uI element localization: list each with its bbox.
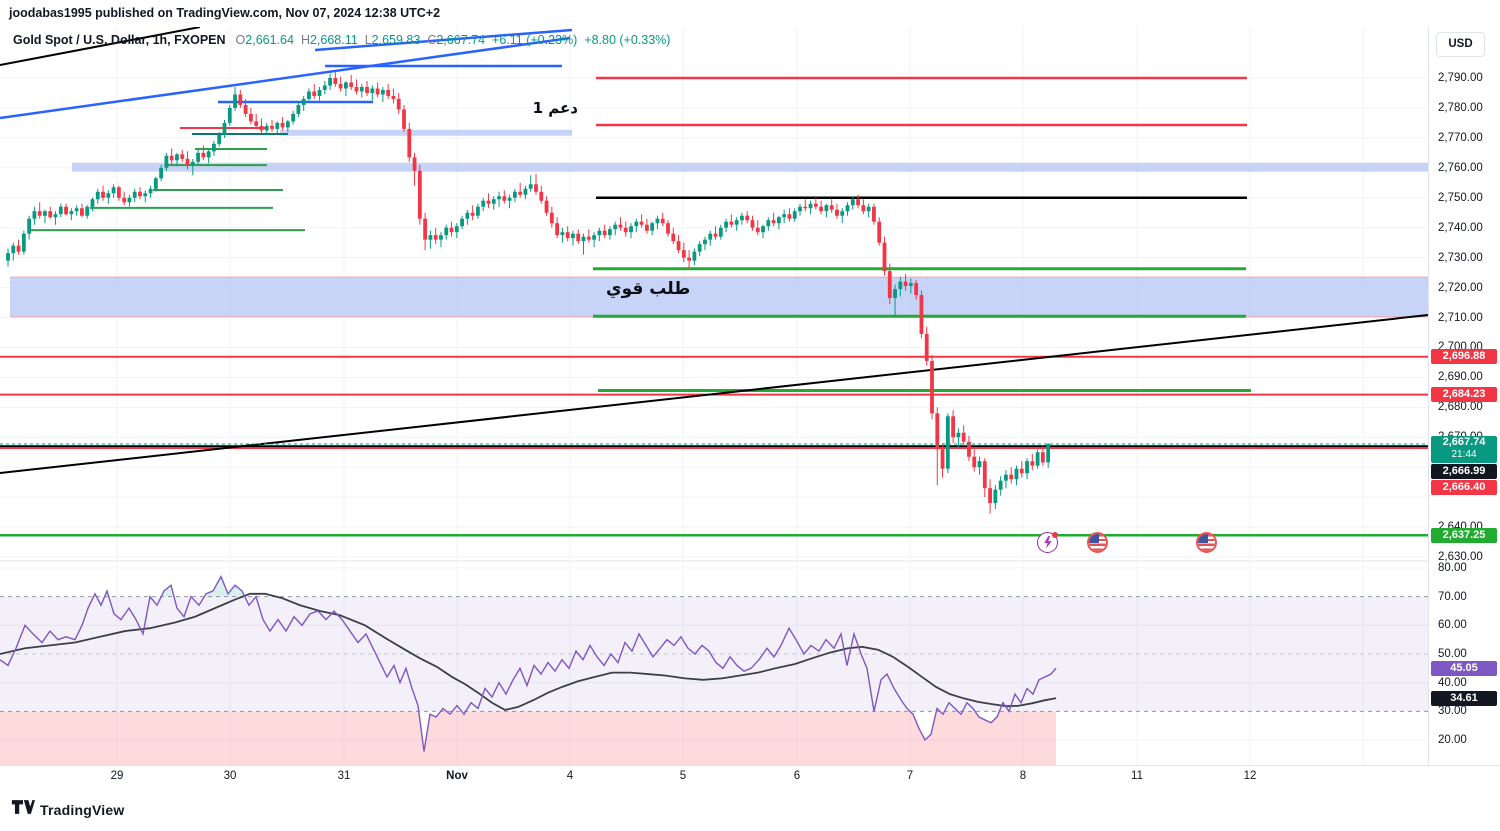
price-tick-label: 2,780.00	[1438, 101, 1483, 114]
price-tick-label: 20.00	[1438, 734, 1467, 746]
price-tick-label: 60.00	[1438, 619, 1467, 632]
price-tick-label: 70.00	[1438, 590, 1467, 603]
price-tick-label: 2,770.00	[1438, 131, 1483, 144]
time-tick-label: 4	[566, 770, 574, 782]
symbol-title[interactable]: Gold Spot / U.S. Dollar, 1h, FXOPEN	[13, 33, 226, 47]
price-tick-label: 2,690.00	[1438, 371, 1483, 384]
symbol-legend: Gold Spot / U.S. Dollar, 1h, FXOPEN O2,66…	[13, 33, 677, 47]
support-annotation[interactable]: دعم 1	[532, 99, 578, 117]
time-axis[interactable]: 29 30 31 Nov 4 5 6 7 8 11 12	[0, 765, 1500, 789]
time-tick-label: 7	[906, 770, 914, 782]
price-tick-label: 2,720.00	[1438, 281, 1483, 294]
candle-series[interactable]	[6, 72, 1051, 514]
time-tick-label: 8	[1019, 770, 1027, 782]
time-tick-label: 30	[223, 770, 237, 782]
ohlc-values: O2,661.64 H2,668.11 L2,659.83 C2,667.74 +6.1…	[235, 33, 671, 47]
time-tick-label: 29	[110, 770, 124, 782]
us-flag-event-icon[interactable]	[1087, 532, 1108, 553]
main-chart-svg[interactable]	[0, 27, 1428, 765]
price-tick-label: 80.00	[1438, 562, 1467, 574]
price-tick-label: 2,630.00	[1438, 551, 1483, 563]
trendline[interactable]	[0, 36, 571, 120]
lightning-event-icon[interactable]	[1037, 532, 1058, 553]
rsi-overbought-fill	[93, 576, 245, 597]
price-axis-badge: 2,637.25	[1431, 527, 1497, 543]
price-band[interactable]	[10, 277, 1428, 317]
rsi-ma-line[interactable]	[0, 592, 1057, 711]
price-tick-label: 40.00	[1438, 676, 1467, 689]
chart-area[interactable]: Gold Spot / U.S. Dollar, 1h, FXOPEN O2,66…	[0, 27, 1428, 765]
price-tick-label: 50.00	[1438, 648, 1467, 660]
trendline[interactable]	[314, 28, 573, 52]
time-tick-label: 31	[337, 770, 351, 782]
time-tick-label: 6	[793, 770, 801, 782]
time-tick-label: 11	[1131, 770, 1143, 782]
price-tick-label: 2,760.00	[1438, 161, 1483, 174]
trendline[interactable]	[0, 27, 201, 66]
price-axis-badge: 2,666.40	[1431, 480, 1497, 495]
publish-header: joodabas1995 published on TradingView.co…	[0, 0, 1500, 27]
price-tick-label: 2,680.00	[1438, 401, 1483, 414]
price-band[interactable]	[280, 129, 572, 136]
time-tick-label: Nov	[446, 770, 468, 782]
tradingview-brand[interactable]: TradingView	[40, 801, 125, 818]
price-tick-label: 2,790.00	[1438, 72, 1483, 84]
demand-annotation[interactable]: طلب قوي	[606, 279, 691, 299]
price-tick-label: 2,750.00	[1438, 191, 1483, 204]
price-tick-label: 2,730.00	[1438, 251, 1483, 264]
price-axis-badge: 2,684.23	[1431, 387, 1497, 403]
price-tick-label: 2,740.00	[1438, 221, 1483, 234]
currency-button[interactable]: USD	[1436, 32, 1485, 57]
price-axis-badge: 2,696.88	[1431, 349, 1497, 365]
published-line: joodabas1995 published on TradingView.co…	[9, 6, 441, 20]
trendline[interactable]	[0, 314, 1428, 474]
price-axis-badge: 34.61	[1431, 690, 1497, 706]
time-tick-label: 5	[679, 770, 687, 782]
price-axis[interactable]: USD 2,790.00 2,780.00 2,770.00 2,760.00 2,75…	[1428, 27, 1500, 765]
rsi-oversold-fill	[0, 711, 1056, 765]
price-axis-badge: 2,666.99	[1431, 464, 1497, 479]
price-tick-label: 2,710.00	[1438, 311, 1483, 324]
us-flag-event-icon[interactable]	[1196, 532, 1217, 553]
price-axis-badge: 45.05	[1431, 660, 1497, 676]
price-tick-label: 30.00	[1438, 705, 1467, 718]
time-tick-label: 12	[1243, 770, 1257, 782]
price-axis-badge: 2,667.74 21:44	[1431, 436, 1497, 463]
price-band[interactable]	[72, 162, 1428, 172]
rsi-line[interactable]	[0, 574, 1057, 752]
tradingview-logo-icon[interactable]	[11, 799, 35, 820]
footer: TradingView	[0, 789, 1500, 831]
